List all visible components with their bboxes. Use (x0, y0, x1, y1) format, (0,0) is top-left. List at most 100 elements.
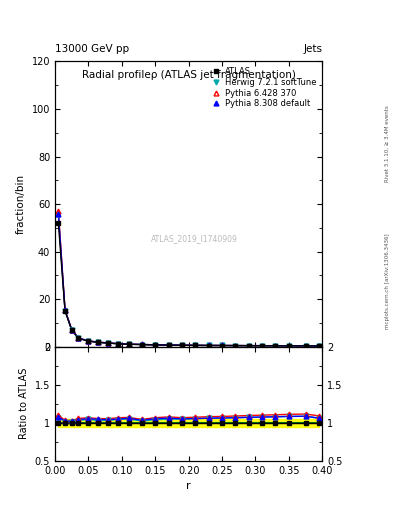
ATLAS (206, 343, 211, 349)
Herwig 7.2.1 softTune (317, 343, 321, 349)
Pythia 6.428 370 (273, 343, 278, 349)
Herwig 7.2.1 softTune (96, 339, 101, 346)
ATLAS (76, 335, 81, 342)
Y-axis label: Ratio to ATLAS: Ratio to ATLAS (19, 368, 29, 439)
Line: ATLAS: ATLAS (56, 221, 321, 348)
ATLAS (193, 343, 198, 349)
ATLAS (153, 342, 158, 348)
Pythia 8.308 default (193, 342, 198, 348)
Herwig 7.2.1 softTune (140, 342, 144, 348)
Pythia 8.308 default (206, 343, 211, 349)
Pythia 8.308 default (56, 210, 61, 217)
Herwig 7.2.1 softTune (220, 343, 224, 349)
Herwig 7.2.1 softTune (180, 342, 184, 348)
Text: Rivet 3.1.10, ≥ 3.4M events: Rivet 3.1.10, ≥ 3.4M events (385, 105, 389, 182)
Pythia 8.308 default (116, 340, 121, 347)
Herwig 7.2.1 softTune (116, 340, 121, 347)
Pythia 8.308 default (166, 342, 171, 348)
Herwig 7.2.1 softTune (233, 343, 238, 349)
Pythia 8.308 default (246, 343, 251, 349)
ATLAS (286, 343, 291, 349)
Pythia 6.428 370 (180, 342, 184, 348)
Pythia 6.428 370 (96, 339, 101, 345)
Pythia 6.428 370 (116, 340, 121, 347)
Text: mcplots.cern.ch [arXiv:1306.3436]: mcplots.cern.ch [arXiv:1306.3436] (385, 234, 389, 329)
Herwig 7.2.1 softTune (286, 343, 291, 349)
Text: 13000 GeV pp: 13000 GeV pp (55, 44, 129, 54)
ATLAS (166, 342, 171, 348)
ATLAS (220, 343, 224, 349)
Pythia 8.308 default (180, 342, 184, 348)
Pythia 6.428 370 (303, 343, 308, 349)
ATLAS (273, 343, 278, 349)
ATLAS (233, 343, 238, 349)
Pythia 6.428 370 (126, 341, 131, 347)
Pythia 6.428 370 (76, 335, 81, 341)
Pythia 8.308 default (96, 339, 101, 345)
Herwig 7.2.1 softTune (63, 308, 68, 314)
ATLAS (260, 343, 264, 349)
Herwig 7.2.1 softTune (126, 341, 131, 347)
Pythia 8.308 default (273, 343, 278, 349)
Herwig 7.2.1 softTune (69, 327, 74, 333)
Pythia 6.428 370 (233, 343, 238, 349)
Pythia 8.308 default (69, 327, 74, 333)
Pythia 6.428 370 (246, 343, 251, 349)
Text: ATLAS_2019_I1740909: ATLAS_2019_I1740909 (151, 234, 237, 243)
ATLAS (106, 340, 111, 346)
Herwig 7.2.1 softTune (166, 342, 171, 348)
Line: Pythia 8.308 default: Pythia 8.308 default (56, 211, 321, 348)
Pythia 8.308 default (153, 342, 158, 348)
ATLAS (180, 342, 184, 348)
ATLAS (63, 308, 68, 314)
Pythia 6.428 370 (286, 343, 291, 349)
ATLAS (303, 343, 308, 349)
Pythia 6.428 370 (69, 327, 74, 333)
Pythia 6.428 370 (193, 342, 198, 348)
Text: Radial profileρ (ATLAS jet fragmentation): Radial profileρ (ATLAS jet fragmentation… (82, 70, 296, 80)
ATLAS (86, 338, 91, 344)
Herwig 7.2.1 softTune (193, 342, 198, 348)
Pythia 6.428 370 (56, 208, 61, 214)
Pythia 6.428 370 (86, 338, 91, 344)
Pythia 8.308 default (140, 342, 144, 348)
Pythia 6.428 370 (166, 342, 171, 348)
ATLAS (96, 339, 101, 346)
Pythia 6.428 370 (63, 307, 68, 313)
Pythia 6.428 370 (140, 342, 144, 348)
ATLAS (317, 343, 321, 349)
Herwig 7.2.1 softTune (260, 343, 264, 349)
Pythia 8.308 default (106, 340, 111, 346)
Text: Jets: Jets (303, 44, 322, 54)
ATLAS (126, 341, 131, 347)
Pythia 6.428 370 (153, 342, 158, 348)
Herwig 7.2.1 softTune (76, 335, 81, 341)
Pythia 8.308 default (63, 307, 68, 313)
Pythia 8.308 default (86, 338, 91, 344)
X-axis label: r: r (186, 481, 191, 491)
Pythia 8.308 default (76, 335, 81, 341)
ATLAS (69, 327, 74, 333)
Herwig 7.2.1 softTune (303, 343, 308, 349)
Pythia 6.428 370 (317, 343, 321, 349)
Pythia 8.308 default (286, 343, 291, 349)
ATLAS (140, 342, 144, 348)
Pythia 6.428 370 (106, 340, 111, 346)
Herwig 7.2.1 softTune (206, 343, 211, 349)
Pythia 8.308 default (233, 343, 238, 349)
Pythia 8.308 default (220, 343, 224, 349)
Line: Herwig 7.2.1 softTune: Herwig 7.2.1 softTune (56, 212, 321, 348)
Herwig 7.2.1 softTune (56, 211, 61, 218)
Pythia 6.428 370 (220, 343, 224, 349)
Pythia 6.428 370 (206, 343, 211, 349)
Herwig 7.2.1 softTune (273, 343, 278, 349)
Line: Pythia 6.428 370: Pythia 6.428 370 (56, 209, 321, 348)
ATLAS (56, 220, 61, 226)
Herwig 7.2.1 softTune (246, 343, 251, 349)
Pythia 8.308 default (317, 343, 321, 349)
Y-axis label: fraction/bin: fraction/bin (16, 174, 26, 234)
Pythia 8.308 default (260, 343, 264, 349)
Pythia 6.428 370 (260, 343, 264, 349)
Legend: ATLAS, Herwig 7.2.1 softTune, Pythia 6.428 370, Pythia 8.308 default: ATLAS, Herwig 7.2.1 softTune, Pythia 6.4… (208, 66, 318, 110)
Pythia 8.308 default (303, 343, 308, 349)
